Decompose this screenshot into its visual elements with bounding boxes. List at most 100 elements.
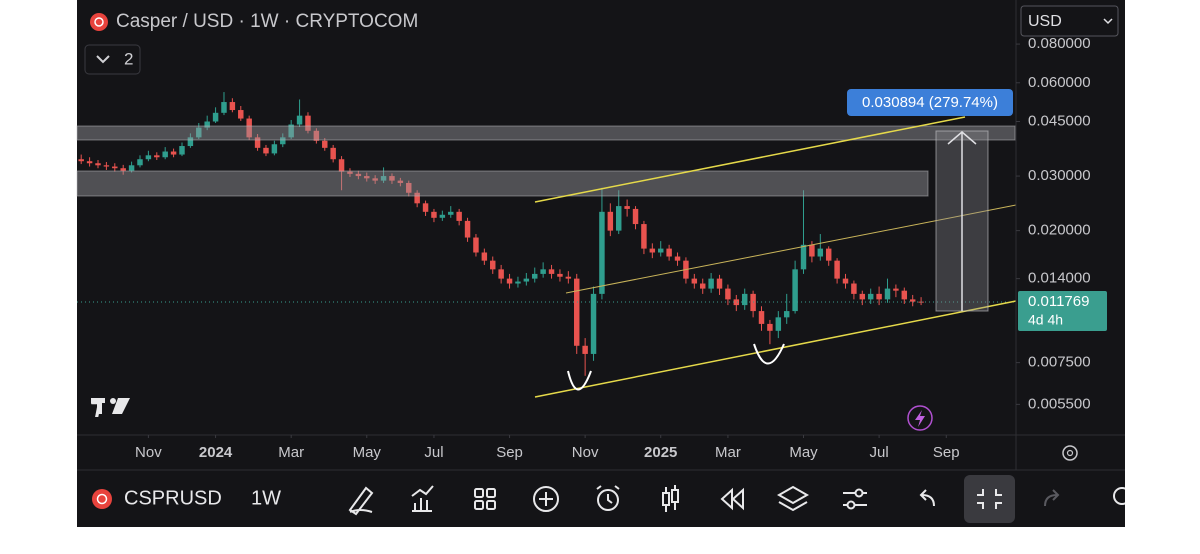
right-margin: [1125, 0, 1200, 554]
candle-body: [246, 118, 252, 138]
x-tick-label: Mar: [278, 444, 304, 461]
candle-body: [607, 211, 614, 231]
candle-body: [120, 168, 126, 171]
x-tick-label: Nov: [572, 444, 599, 461]
layouts-icon[interactable]: [474, 488, 496, 510]
candle-body: [238, 110, 244, 119]
candle-body: [397, 180, 404, 183]
resistance-zone: [76, 170, 929, 197]
symbol-icon-mark: [94, 17, 104, 27]
replay-icon[interactable]: [720, 487, 744, 511]
redo-icon[interactable]: [1044, 489, 1060, 507]
toolbar-interval[interactable]: 1W: [251, 487, 281, 509]
candle-body: [859, 293, 866, 300]
candle-body: [280, 137, 286, 145]
draw-icon[interactable]: [348, 486, 374, 516]
candle-body: [624, 206, 630, 209]
candle-body: [187, 137, 194, 147]
candle-body: [364, 176, 370, 179]
candle-body: [574, 278, 580, 346]
measure-label: 0.030894 (279.74%): [862, 94, 998, 111]
candle-body: [809, 244, 815, 257]
bottom-marker: [753, 343, 785, 365]
add-icon-plus: [539, 492, 553, 506]
y-tick-label: 0.080000: [1028, 35, 1091, 52]
candle-body: [876, 293, 882, 300]
chevron-icon: [96, 55, 110, 64]
candle-body: [439, 214, 446, 218]
candle-body: [305, 115, 311, 131]
undo-icon[interactable]: [919, 489, 935, 507]
candle-body: [78, 159, 84, 162]
candle-body: [414, 192, 420, 204]
y-tick-label: 0.045000: [1028, 112, 1091, 129]
candle-body: [347, 171, 353, 174]
channel-lower: [534, 300, 1017, 398]
candle-body: [473, 237, 479, 253]
candle-body: [649, 248, 656, 253]
candle-body: [179, 146, 185, 155]
alert-icon[interactable]: [907, 405, 933, 431]
candle-body: [95, 163, 101, 166]
x-tick-label: 2024: [199, 444, 233, 461]
candle-body: [767, 323, 773, 331]
y-tick-label: 0.005500: [1028, 395, 1091, 412]
channel-upper: [534, 116, 966, 203]
candle-body: [699, 283, 706, 289]
slider-knob: [854, 488, 864, 498]
candle-body: [775, 317, 782, 331]
candle-body: [893, 288, 899, 291]
x-tick-label: Mar: [715, 444, 741, 461]
candle-body: [825, 248, 832, 261]
y-tick-label: 0.030000: [1028, 167, 1091, 184]
chart-title: Casper / USD · 1W · CRYPTOCOM: [116, 11, 418, 32]
layers-icon[interactable]: [776, 485, 810, 512]
slider-knob: [846, 500, 856, 510]
add-icon[interactable]: [533, 486, 559, 512]
symbol-icon: [90, 13, 108, 31]
channel-middle: [565, 204, 1017, 294]
alarm-icon[interactable]: [597, 489, 619, 511]
fullscreen-button[interactable]: [964, 475, 1015, 523]
currency-select[interactable]: [1020, 5, 1119, 37]
candle-body: [725, 288, 731, 300]
candle-body: [481, 252, 488, 261]
candle-body: [783, 311, 790, 318]
x-tick-label: Sep: [496, 444, 523, 461]
candle-body: [901, 290, 908, 300]
candle-body: [204, 121, 210, 128]
candle-body: [582, 345, 588, 354]
candle-body: [590, 293, 597, 354]
candle-body: [338, 159, 345, 172]
currency-label: USD: [1028, 13, 1062, 30]
candle-body: [263, 147, 269, 154]
candle-body: [842, 278, 849, 284]
candle-body: [271, 144, 278, 154]
candle-body: [599, 211, 605, 294]
select-arrow: [1103, 18, 1113, 25]
measure-arrowhead: [947, 131, 977, 145]
candle-body: [834, 260, 840, 279]
toolbar-symbol[interactable]: CSPRUSD: [124, 487, 222, 509]
candle-body: [641, 224, 647, 249]
settings-icon[interactable]: [1062, 445, 1078, 461]
candle-body: [691, 278, 698, 284]
y-tick-label: 0.014000: [1028, 270, 1091, 287]
candle-body: [708, 278, 714, 289]
indicators-icon[interactable]: [411, 485, 434, 512]
candle-body: [448, 211, 454, 215]
symbol-icon-mark: [96, 493, 108, 505]
candle-body: [389, 176, 395, 181]
candles-icon-body: [662, 492, 670, 506]
candle-body: [406, 182, 412, 193]
candle-body: [196, 127, 202, 138]
candle-body: [674, 256, 681, 261]
candle-body: [229, 102, 236, 111]
candle-body: [254, 137, 261, 148]
symbol-icon: [92, 489, 112, 509]
indicator-toggle[interactable]: [84, 44, 141, 75]
x-tick-label: 2025: [644, 444, 677, 461]
last-price-box: [1018, 290, 1107, 331]
countdown-label: 4d 4h: [1028, 312, 1063, 328]
